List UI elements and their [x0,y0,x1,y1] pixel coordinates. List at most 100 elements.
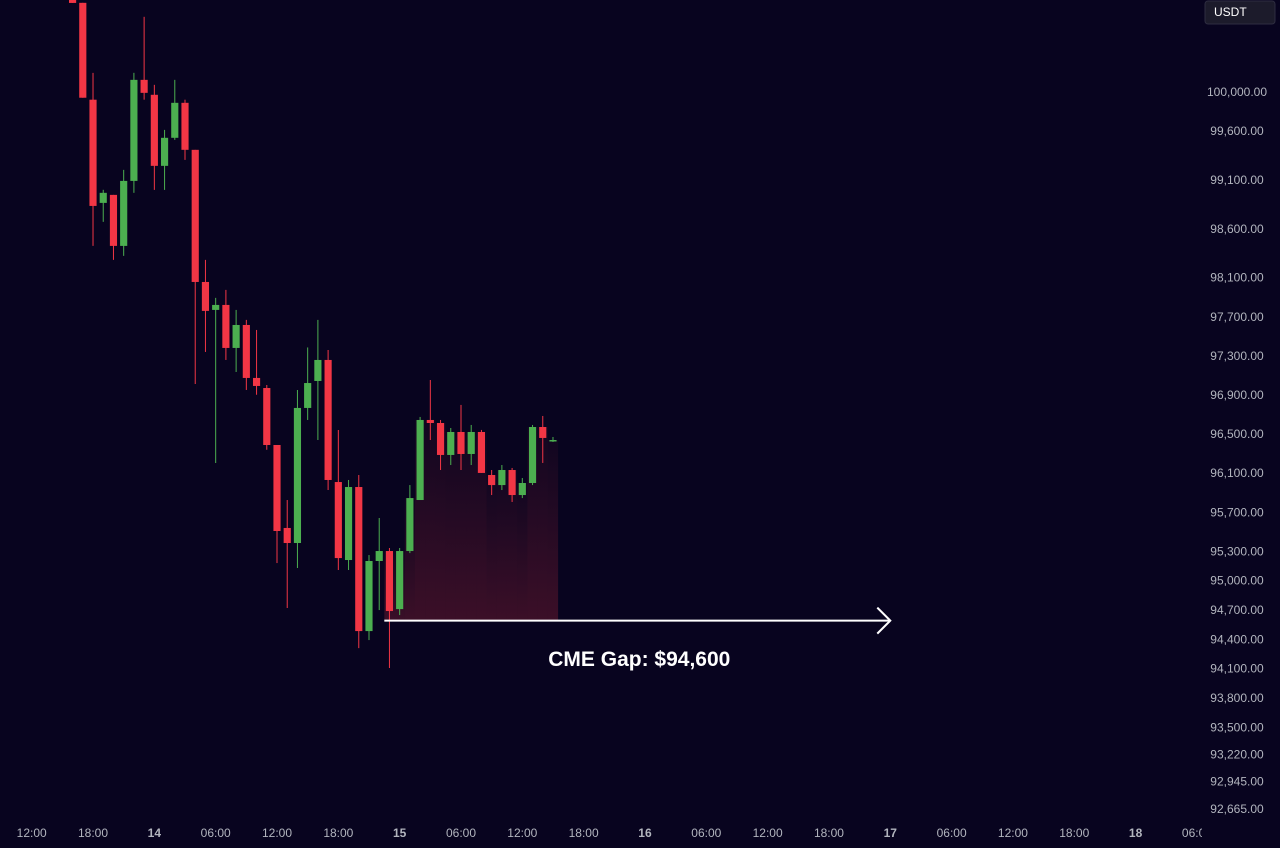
x-tick-label: 12:00 [753,826,783,840]
y-tick-label: 94,400.00 [1210,632,1264,646]
y-tick-label: 97,700.00 [1210,310,1264,324]
y-tick-label: 100,000.00 [1207,85,1267,99]
gap-shade [486,474,497,621]
x-tick-label: 06:00 [1182,826,1212,840]
currency-box [1204,0,1276,25]
candle-body [385,551,394,612]
gap-shade [537,427,548,621]
y-tick-label: 94,700.00 [1210,603,1264,617]
gap-shade [476,431,487,621]
y-tick-label: 93,800.00 [1210,691,1264,705]
candle-body [498,470,506,486]
gap-shade [435,422,446,621]
candle-body [273,444,281,531]
candle-body [304,383,312,408]
candle-body [99,192,107,203]
y-tick-label: 92,665.00 [1210,802,1264,816]
gap-shade [414,419,426,621]
candle-body [252,377,261,386]
candle-body [518,483,526,496]
candle-body [488,474,496,486]
x-tick-label: 15 [393,826,407,840]
candle-body [436,422,445,455]
candle-body [89,99,97,206]
y-tick-label: 92,945.00 [1210,775,1264,789]
y-tick-label: 98,600.00 [1210,222,1264,236]
gap-shade [547,440,559,621]
candle-body [508,470,516,496]
gap-shade [445,431,456,621]
x-tick-label: 12:00 [262,826,292,840]
plot-area: 12:00 18:00 14 06:00 12:00 18:00 15 06:00 12:00 1… [17,0,1212,840]
candle-body [263,388,271,445]
candle-body [334,482,342,559]
candle-body [160,137,169,166]
gap-shade [455,431,467,621]
y-tick-label: 96,500.00 [1210,427,1264,441]
candle-body [150,94,158,166]
y-tick-label: 93,220.00 [1210,748,1264,762]
gap-shade [466,431,477,621]
y-tick-label: 96,900.00 [1210,388,1264,402]
candle-body [242,324,250,378]
gap-shade [517,483,528,621]
candle-body [201,281,210,311]
candle-body [79,2,87,98]
x-tick-label: 06:00 [937,826,967,840]
candle-body [140,79,148,93]
gap-arrowhead [876,606,892,635]
candle-body [68,0,77,3]
gap-shade [425,419,436,621]
y-tick-label: 94,100.00 [1210,662,1264,676]
gap-shade [404,498,415,621]
candle-body [396,551,404,610]
x-tick-label: 16 [638,826,652,840]
gap-shade [496,470,507,621]
candle-body [477,431,486,473]
x-tick-label: 06:00 [446,826,476,840]
candle-body [120,180,128,246]
candle-body [109,194,118,246]
candle-body [539,427,547,438]
x-tick-label: 12:00 [998,826,1028,840]
y-tick-label: 97,300.00 [1210,349,1264,363]
candle-body [324,359,332,480]
candle-body [457,431,465,454]
x-tick-label: 06:00 [691,826,721,840]
candle-body [549,440,557,442]
x-tick-label: 06:00 [201,826,231,840]
x-tick-label: 18 [1129,826,1143,840]
x-tick-label: 18:00 [78,826,108,840]
candle-body [365,561,373,632]
candle-body [375,551,383,562]
x-tick-label: 14 [148,826,162,840]
y-axis: 100,000.00 99,600.00 99,100.00 98,600.00 98,… [1207,85,1267,816]
gap-label: CME Gap: $94,600 [548,648,730,671]
x-tick-label: 12:00 [17,826,47,840]
x-tick-label: 18:00 [814,826,844,840]
gap-shade [506,470,518,621]
candle-body [181,102,189,150]
candle-body [467,431,475,454]
x-tick-label: 18:00 [323,826,353,840]
candle-body [293,407,302,544]
currency-label: USDT [1214,5,1247,19]
candle-body [528,427,537,484]
y-tick-label: 95,300.00 [1210,544,1264,558]
candle-body [283,527,291,544]
y-tick-label: 95,000.00 [1210,574,1264,588]
gap-shade [527,427,538,621]
y-tick-label: 99,600.00 [1210,124,1264,138]
candle-body [416,419,424,501]
candle-body [447,431,455,455]
candle-body [355,487,363,632]
candle-body [222,304,230,348]
x-tick-label: 18:00 [569,826,599,840]
candle-body [314,359,322,381]
candle-body [232,324,240,348]
y-tick-label: 98,100.00 [1210,271,1264,285]
x-tick-label: 17 [884,826,898,840]
candle-body [426,419,434,423]
candle-body [212,304,220,310]
